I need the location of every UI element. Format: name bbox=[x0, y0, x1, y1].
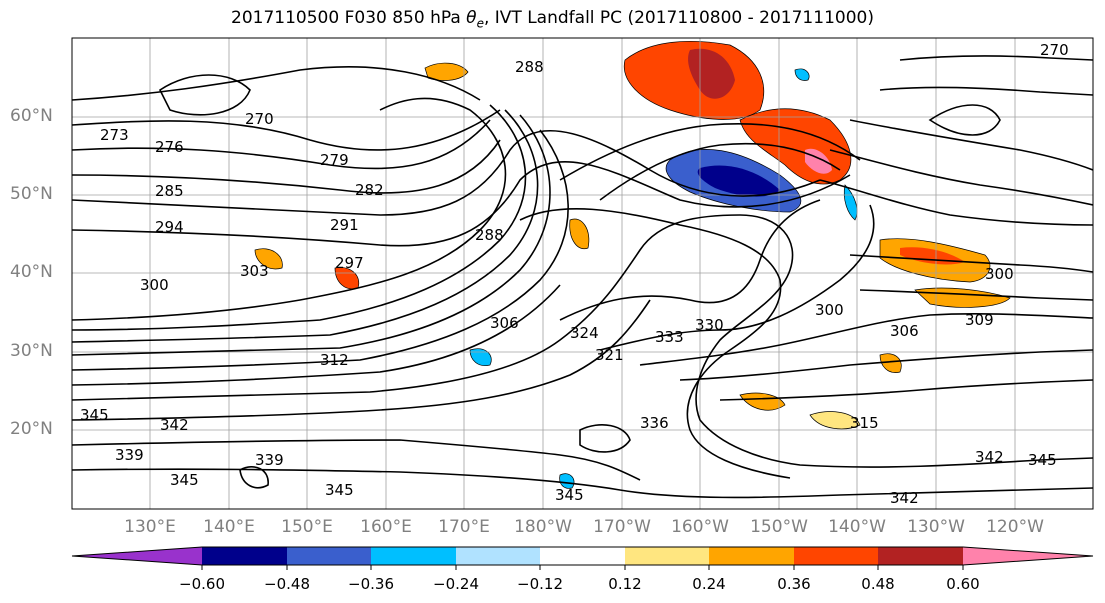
contour-label: 279 bbox=[320, 151, 349, 169]
contour-label: 270 bbox=[1040, 41, 1069, 59]
shading-layer bbox=[254, 41, 1011, 489]
colorbar-segment bbox=[709, 547, 794, 565]
colorbar bbox=[71, 546, 1094, 570]
positive-anomaly-small5 bbox=[879, 353, 902, 373]
figure-title: 2017110500 F030 850 hPa θe, IVT Landfall… bbox=[0, 8, 1105, 30]
colorbar-segment bbox=[540, 547, 625, 565]
contour-label: 294 bbox=[155, 218, 184, 236]
contour-label: 336 bbox=[640, 414, 669, 432]
colorbar-tick-label: −0.24 bbox=[433, 575, 479, 593]
contour-label: 270 bbox=[245, 110, 274, 128]
colorbar-tick-label: −0.60 bbox=[179, 575, 225, 593]
colorbar-extend-left bbox=[72, 547, 202, 565]
contour-label: 339 bbox=[255, 451, 284, 469]
contour-label: 315 bbox=[850, 414, 879, 432]
contour-label: 345 bbox=[80, 406, 109, 424]
lon-label: 180°W bbox=[514, 517, 572, 537]
contour-label: 345 bbox=[170, 471, 199, 489]
lat-label: 20°N bbox=[10, 419, 53, 439]
colorbar-ticks bbox=[201, 565, 964, 570]
contour-label: 300 bbox=[140, 276, 169, 294]
contour-label: 312 bbox=[320, 351, 349, 369]
contour-label: 345 bbox=[555, 486, 584, 504]
contour-label: 306 bbox=[890, 322, 919, 340]
colorbar-tick-label: 0.12 bbox=[608, 575, 642, 593]
graticule bbox=[72, 38, 1093, 509]
contour-label: 342 bbox=[975, 448, 1004, 466]
contour-label: 333 bbox=[655, 328, 684, 346]
map-frame bbox=[71, 37, 1094, 510]
lon-label: 160°W bbox=[671, 517, 729, 537]
lon-label: 130°W bbox=[907, 517, 965, 537]
contour-label: 342 bbox=[160, 416, 189, 434]
contour-label: 276 bbox=[155, 138, 184, 156]
title-suffix: , IVT Landfall PC (2017110800 - 20171110… bbox=[483, 8, 874, 28]
colorbar-segment bbox=[456, 547, 540, 565]
colorbar-tick-label: 0.36 bbox=[777, 575, 811, 593]
positive-anomaly-north bbox=[623, 41, 764, 120]
lat-label: 40°N bbox=[10, 262, 53, 282]
positive-anomaly-small3 bbox=[739, 392, 786, 411]
positive-anomaly-small6 bbox=[254, 248, 283, 270]
contour-label: 300 bbox=[815, 301, 844, 319]
lon-label: 140°W bbox=[828, 517, 886, 537]
lon-label: 130°E bbox=[124, 517, 176, 537]
contour-label: 291 bbox=[330, 216, 359, 234]
contour-label: 303 bbox=[240, 262, 269, 280]
contour-label: 330 bbox=[695, 316, 724, 334]
contour-label: 285 bbox=[155, 182, 184, 200]
contour-label-group: 270 270 273 276 279 282 285 288 288 291 … bbox=[80, 41, 1069, 507]
contour-label: 288 bbox=[515, 58, 544, 76]
colorbar-segment bbox=[794, 547, 878, 565]
contour-label: 321 bbox=[595, 346, 624, 364]
colorbar-segment bbox=[287, 547, 371, 565]
lon-label: 150°W bbox=[750, 517, 808, 537]
negative-anomaly-small1 bbox=[469, 348, 492, 366]
lon-label: 160°E bbox=[360, 517, 412, 537]
positive-anomaly-small4 bbox=[809, 411, 861, 430]
title-theta: θ bbox=[466, 8, 477, 28]
lat-label: 60°N bbox=[10, 106, 53, 126]
lon-label: 150°E bbox=[281, 517, 333, 537]
contour-label: 339 bbox=[115, 446, 144, 464]
negative-anomaly-small2 bbox=[794, 68, 810, 81]
contour-label: 300 bbox=[985, 265, 1014, 283]
colorbar-tick-label: 0.24 bbox=[692, 575, 726, 593]
colorbar-tick-label: 0.60 bbox=[946, 575, 980, 593]
colorbar-segment bbox=[878, 547, 963, 565]
colorbar-segment bbox=[625, 547, 709, 565]
theta-e-contours bbox=[72, 55, 1093, 499]
contour-label: 288 bbox=[475, 226, 504, 244]
lon-label: 140°E bbox=[203, 517, 255, 537]
lon-label: 170°E bbox=[438, 517, 490, 537]
colorbar-segment bbox=[202, 547, 287, 565]
colorbar-extend-right bbox=[963, 547, 1093, 565]
lat-label: 50°N bbox=[10, 184, 53, 204]
contour-label: 306 bbox=[490, 314, 519, 332]
contour-label: 273 bbox=[100, 126, 129, 144]
contour-label: 297 bbox=[335, 254, 364, 272]
contour-label: 282 bbox=[355, 181, 384, 199]
contour-label: 324 bbox=[570, 324, 599, 342]
contour-label: 309 bbox=[965, 311, 994, 329]
contour-label: 345 bbox=[1028, 451, 1057, 469]
contour-label: 342 bbox=[890, 489, 919, 507]
colorbar-tick-label: −0.12 bbox=[517, 575, 563, 593]
contour-label: 345 bbox=[325, 481, 354, 499]
lon-label: 170°W bbox=[593, 517, 651, 537]
lat-label: 30°N bbox=[10, 341, 53, 361]
title-subscript: e bbox=[476, 16, 484, 31]
title-prefix: 2017110500 F030 850 hPa bbox=[231, 8, 467, 28]
lon-label: 120°W bbox=[986, 517, 1044, 537]
colorbar-tick-label: 0.48 bbox=[861, 575, 895, 593]
positive-anomaly-small2 bbox=[569, 218, 590, 250]
colorbar-tick-label: −0.36 bbox=[348, 575, 394, 593]
colorbar-tick-label: −0.48 bbox=[264, 575, 310, 593]
colorbar-segment bbox=[371, 547, 456, 565]
negative-anomaly-inner bbox=[697, 165, 780, 197]
